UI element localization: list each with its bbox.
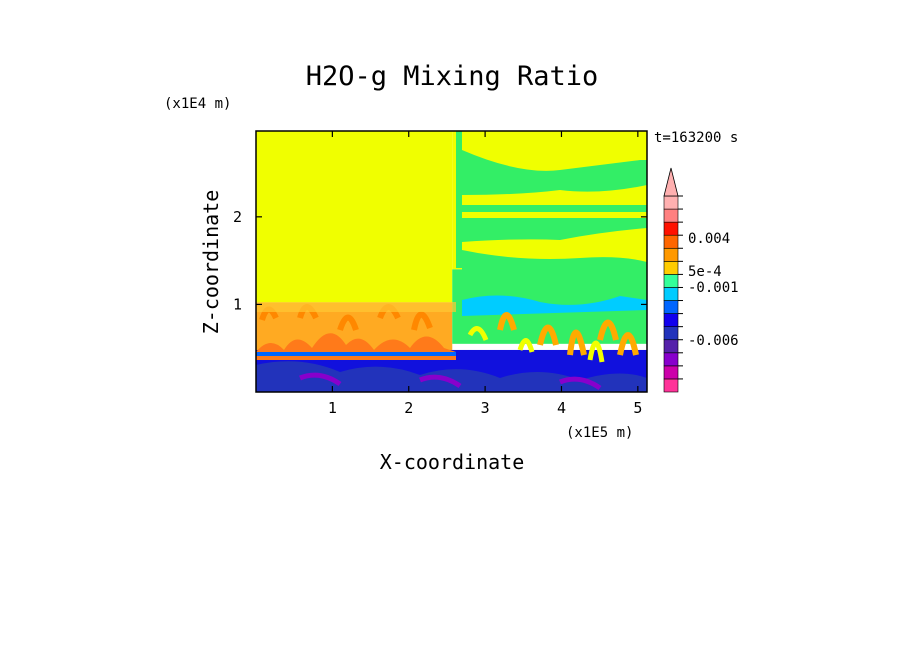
colorbar-segment [663, 378, 679, 393]
colorbar-segment [663, 352, 679, 367]
time-label: t=163200 s [654, 130, 738, 146]
colorbar-segment [663, 247, 679, 262]
colorbar-label: -0.001 [688, 280, 739, 296]
field-region-0 [256, 131, 453, 303]
chart-title: H2O-g Mixing Ratio [306, 61, 599, 92]
plume-texture [256, 131, 647, 392]
colorbar-label: 0.004 [688, 231, 730, 247]
colorbar-extend-arrow [663, 167, 679, 197]
x-tick-label: 2 [404, 399, 413, 417]
colorbar-label: -0.006 [688, 333, 739, 349]
colorbar-segment [663, 195, 679, 210]
y-axis-label: Z-coordinate [199, 190, 223, 335]
plot-frame [255, 130, 648, 393]
x-tick-label: 5 [633, 399, 642, 417]
colorbar-segment [663, 274, 679, 288]
colorbar-segment [663, 300, 679, 314]
x-axis: 1 2 3 4 5 [328, 131, 642, 417]
y-axis: 12 [233, 208, 647, 313]
colorbar-segment [663, 208, 679, 223]
colorbar-segment [663, 326, 679, 341]
colorbar-segment [663, 339, 679, 354]
colorbar-segment [663, 234, 679, 249]
field-region-1 [452, 131, 647, 270]
x-unit-label: (x1E5 m) [566, 425, 633, 441]
colorbar-segment [663, 221, 679, 236]
colorbar-segment [663, 261, 679, 275]
y-unit-label: (x1E4 m) [164, 96, 231, 112]
x-tick-label: 4 [557, 399, 566, 417]
x-tick-label: 3 [481, 399, 490, 417]
x-tick-label: 1 [328, 399, 337, 417]
colorbar: 0.004 5e-4-0.001 -0.006 [663, 167, 739, 393]
y-tick-label: 2 [233, 208, 242, 226]
colorbar-segment [663, 313, 679, 327]
x-axis-label: X-coordinate [380, 450, 525, 474]
colorbar-label: 5e-4 [688, 264, 722, 280]
colorbar-segment [663, 365, 679, 380]
colorbar-segment [663, 287, 679, 301]
y-tick-label: 1 [233, 295, 242, 313]
